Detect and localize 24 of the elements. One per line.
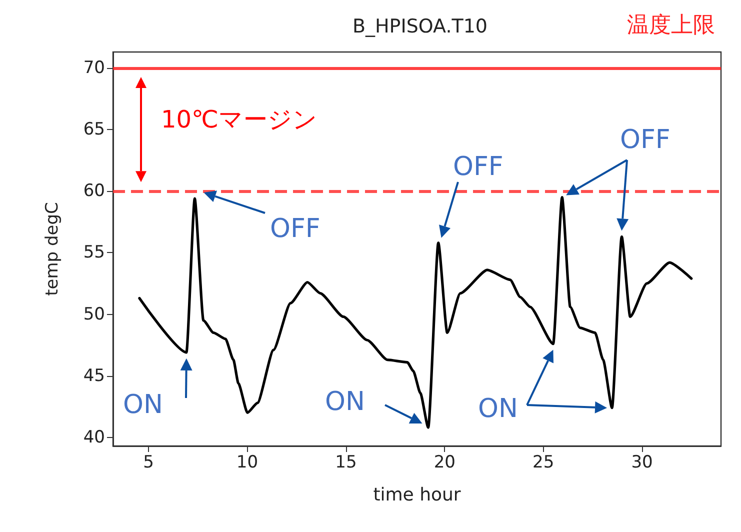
annotation: 10℃マージン	[161, 106, 318, 134]
annotation: OFF	[453, 152, 504, 182]
x-tick-label: 10	[236, 452, 258, 472]
x-axis-title: time hour	[373, 484, 462, 506]
y-axis-title: temp degC	[42, 202, 62, 296]
annotation: ON	[325, 387, 365, 417]
chart-title: B_HPISOA.T10	[352, 16, 488, 38]
annotation: OFF	[270, 214, 320, 244]
y-tick-label: 55	[83, 242, 105, 263]
x-tick-label: 25	[532, 452, 554, 472]
x-tick-label: 15	[335, 452, 357, 472]
annotation: ON	[123, 390, 163, 420]
annotation: OFF	[620, 125, 670, 155]
y-tick-label: 45	[83, 366, 105, 386]
annotation: ON	[478, 394, 518, 424]
y-tick-label: 60	[83, 181, 105, 202]
x-tick-label: 30	[631, 452, 653, 472]
y-tick-label: 65	[83, 120, 105, 140]
x-tick-label: 20	[434, 452, 456, 472]
y-tick-label: 50	[83, 304, 105, 324]
x-tick-label: 5	[143, 452, 154, 472]
y-tick-label: 70	[83, 58, 105, 78]
y-tick-label: 40	[83, 427, 105, 448]
ref-line-label: 温度上限	[627, 13, 715, 38]
